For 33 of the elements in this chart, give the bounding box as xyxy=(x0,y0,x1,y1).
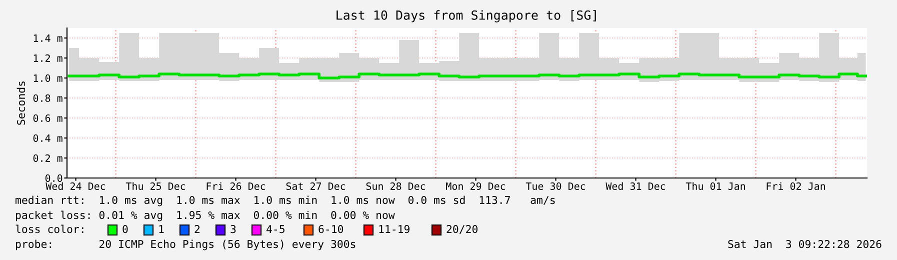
text: packet loss: 0.01 % avg 1.95 % max 0.00 % min 0.00 % now xyxy=(16,210,395,222)
x-tick-label: Sat 27 Dec xyxy=(286,182,346,190)
text: 2 xyxy=(194,225,200,233)
x-tick-label: Wed 24 Dec xyxy=(46,182,106,190)
x-tick-label: Fri 02 Jan xyxy=(766,182,825,190)
y-tick-label: 0.0 xyxy=(45,174,62,182)
x-tick-label: Thu 01 Jan xyxy=(686,182,745,190)
chart-title: Last 10 Days from Singapore to [SG] xyxy=(336,10,596,22)
x-tick-label: Sun 28 Dec xyxy=(366,182,426,190)
y-tick-label: 1.2 m xyxy=(34,54,62,62)
x-tick-label: Fri 26 Dec xyxy=(206,182,266,190)
text: median rtt: 1.0 ms avg 1.0 ms max 1.0 ms min 1.0 ms now 0.0 ms sd 113.7 am/s xyxy=(16,196,555,206)
x-tick-label: Mon 29 Dec xyxy=(446,182,506,190)
text: Sat Jan 3 09:22:28 2026 xyxy=(728,240,882,248)
text: 3 xyxy=(230,225,236,234)
y-tick-label: 0.2 m xyxy=(33,154,62,162)
text: 20/20 xyxy=(446,225,478,234)
text: 1 xyxy=(159,225,164,233)
text: 11-19 xyxy=(379,225,410,234)
y-tick-label: 1.4 m xyxy=(34,34,62,42)
text: 4-5 xyxy=(266,225,284,234)
y-axis-title: Seconds xyxy=(16,82,26,125)
x-tick-label: Thu 25 Dec xyxy=(126,182,186,190)
y-tick-label: 1.0 m xyxy=(34,74,62,82)
text: loss color: xyxy=(16,224,84,234)
y-tick-label: 0.4 m xyxy=(33,134,62,142)
y-tick-label: 0.6 m xyxy=(33,114,62,122)
x-tick-label: Tue 30 Dec xyxy=(526,182,586,190)
text: probe: 20 ICMP Echo Pings (56 Bytes) every 300s xyxy=(16,240,356,250)
x-tick-label: Wed 31 Dec xyxy=(606,182,666,190)
y-tick-label: 0.8 m xyxy=(33,94,62,102)
text: 6-10 xyxy=(318,225,344,234)
text: 0 xyxy=(122,225,128,234)
